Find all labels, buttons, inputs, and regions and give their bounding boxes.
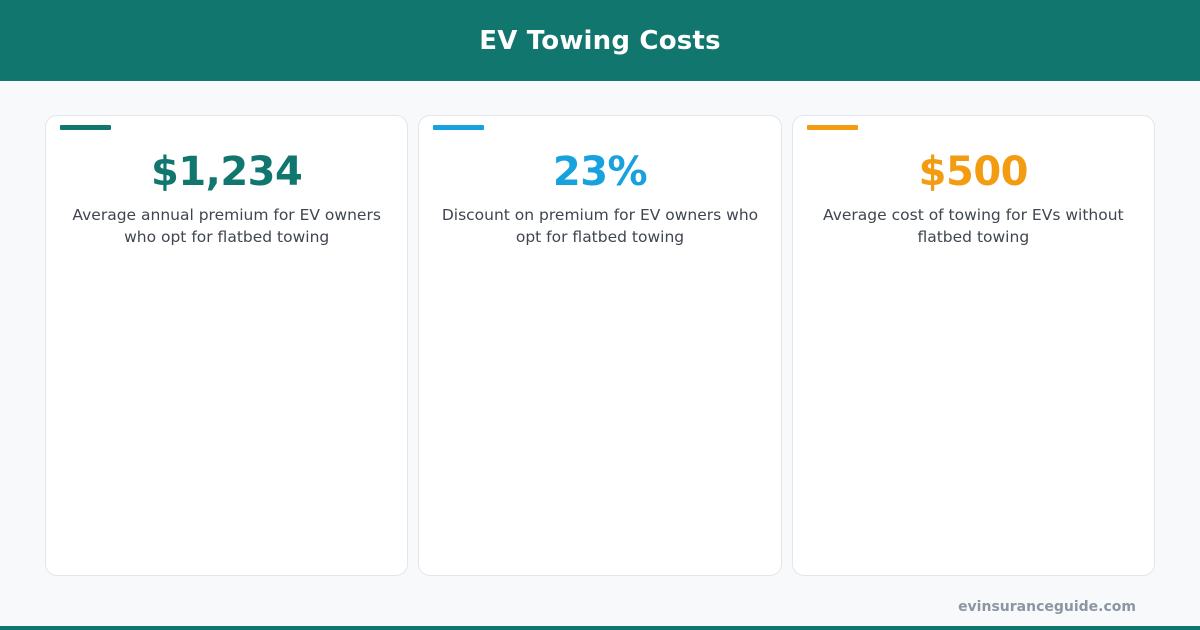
stat-value: 23% bbox=[552, 149, 648, 195]
header-banner: EV Towing Costs bbox=[0, 0, 1200, 81]
stat-description: Average annual premium for EV owners who… bbox=[72, 206, 381, 246]
stat-card-towing-cost: $500 Average cost of towing for EVs with… bbox=[791, 115, 1155, 576]
card-accent-bar bbox=[433, 125, 485, 130]
stat-cards: $1,234 Average annual premium for EV own… bbox=[45, 115, 1155, 576]
page-title: EV Towing Costs bbox=[479, 25, 721, 56]
stat-description: Discount on premium for EV owners who op… bbox=[441, 206, 759, 246]
footer-site-url: evinsuranceguide.com bbox=[958, 599, 1136, 615]
card-accent-bar bbox=[60, 125, 111, 130]
stat-card-premium: $1,234 Average annual premium for EV own… bbox=[45, 115, 409, 576]
stat-value: $500 bbox=[918, 149, 1029, 195]
stat-value: $1,234 bbox=[150, 149, 303, 195]
bottom-accent-bar bbox=[0, 626, 1200, 630]
stat-description: Average cost of towing for EVs without f… bbox=[823, 206, 1124, 246]
card-accent-bar bbox=[806, 125, 858, 130]
stat-card-discount: 23% Discount on premium for EV owners wh… bbox=[418, 115, 782, 576]
